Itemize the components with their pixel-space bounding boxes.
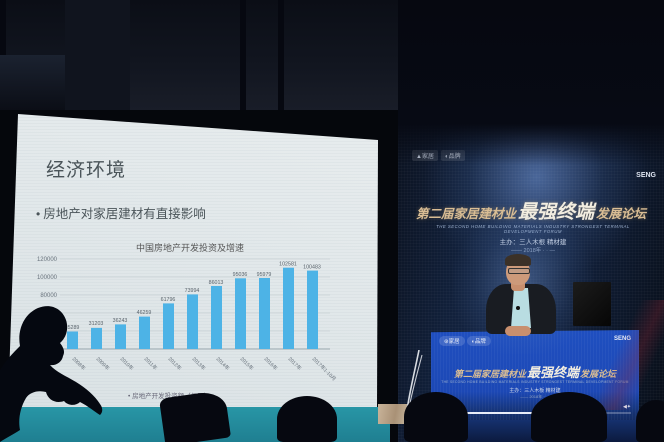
svg-text:86013: 86013 xyxy=(209,280,224,286)
svg-text:100483: 100483 xyxy=(303,265,321,271)
svg-text:2017年: 2017年 xyxy=(287,355,303,371)
svg-text:2011年: 2011年 xyxy=(143,355,159,371)
svg-text:100000: 100000 xyxy=(37,275,58,281)
svg-text:120000: 120000 xyxy=(37,257,58,263)
svg-text:2015年: 2015年 xyxy=(239,355,255,371)
svg-text:102581: 102581 xyxy=(279,262,297,268)
svg-text:61796: 61796 xyxy=(161,297,176,303)
svg-text:2017年1-10月: 2017年1-10月 xyxy=(311,355,338,382)
svg-text:73994: 73994 xyxy=(185,288,200,294)
svg-text:95036: 95036 xyxy=(233,272,248,278)
svg-text:95979: 95979 xyxy=(257,272,272,278)
svg-text:80000: 80000 xyxy=(40,293,57,299)
svg-text:2013年: 2013年 xyxy=(191,355,207,371)
svg-text:2014年: 2014年 xyxy=(215,355,231,371)
svg-text:2016年: 2016年 xyxy=(263,355,279,371)
svg-text:2012年: 2012年 xyxy=(167,355,183,371)
